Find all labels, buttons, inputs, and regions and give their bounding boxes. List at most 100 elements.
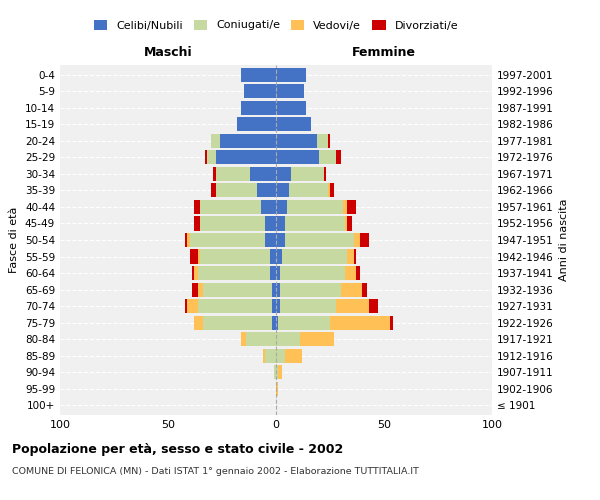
Bar [214,167,276,181]
Bar [194,316,276,330]
Bar [244,84,276,98]
Bar [276,134,317,148]
Bar [250,167,276,181]
Bar [192,266,276,280]
Bar [276,167,326,181]
Bar [276,68,306,82]
Bar [276,68,306,82]
Bar [220,134,276,148]
Bar [276,282,367,296]
Bar [187,299,276,313]
Bar [194,266,276,280]
Bar [276,200,343,214]
Bar [276,250,283,264]
Bar [276,266,345,280]
Bar [276,250,347,264]
Bar [276,332,334,346]
Bar [274,365,276,379]
Bar [215,150,276,164]
Bar [276,167,291,181]
Text: Popolazione per età, sesso e stato civile - 2002: Popolazione per età, sesso e stato civil… [12,442,343,456]
Bar [276,266,280,280]
Bar [276,216,347,230]
Bar [276,184,334,198]
Bar [276,118,311,132]
Bar [276,365,278,379]
Bar [215,167,276,181]
Bar [276,167,323,181]
Bar [265,233,276,247]
Text: Maschi: Maschi [143,46,193,59]
Bar [276,365,283,379]
Y-axis label: Fasce di età: Fasce di età [10,207,19,273]
Bar [185,299,276,313]
Bar [200,200,276,214]
Bar [237,118,276,132]
Bar [276,134,330,148]
Text: Femmine: Femmine [352,46,416,59]
Bar [241,68,276,82]
Bar [257,184,276,198]
Bar [187,233,276,247]
Bar [276,266,360,280]
Bar [211,134,276,148]
Bar [261,200,276,214]
Bar [276,282,341,296]
Bar [207,150,276,164]
Bar [269,266,276,280]
Bar [276,101,306,115]
Bar [276,150,337,164]
Bar [198,299,276,313]
Bar [276,299,337,313]
Bar [276,233,369,247]
Bar [241,68,276,82]
Bar [276,365,283,379]
Bar [276,233,284,247]
Bar [276,134,328,148]
Bar [272,299,276,313]
Bar [200,216,276,230]
Bar [276,216,284,230]
Bar [276,348,302,362]
Bar [269,250,276,264]
Bar [276,150,337,164]
Bar [276,299,377,313]
Bar [276,316,278,330]
Bar [192,282,276,296]
Bar [194,200,276,214]
Bar [276,282,280,296]
Bar [274,365,276,379]
Bar [263,348,276,362]
Bar [276,184,330,198]
Bar [276,348,284,362]
Bar [276,282,362,296]
Bar [276,382,278,396]
Bar [276,348,302,362]
Bar [276,167,323,181]
Bar [241,101,276,115]
Bar [237,118,276,132]
Bar [274,365,276,379]
Bar [276,118,311,132]
Bar [276,101,306,115]
Bar [276,233,354,247]
Bar [203,316,276,330]
Bar [198,250,276,264]
Bar [276,382,278,396]
Bar [276,332,334,346]
Bar [265,216,276,230]
Bar [244,84,276,98]
Bar [272,282,276,296]
Bar [241,332,276,346]
Bar [276,250,354,264]
Bar [276,233,360,247]
Bar [215,184,276,198]
Bar [276,332,300,346]
Bar [276,84,304,98]
Bar [241,101,276,115]
Bar [237,118,276,132]
Bar [246,332,276,346]
Bar [241,68,276,82]
Bar [276,84,304,98]
Bar [276,68,306,82]
